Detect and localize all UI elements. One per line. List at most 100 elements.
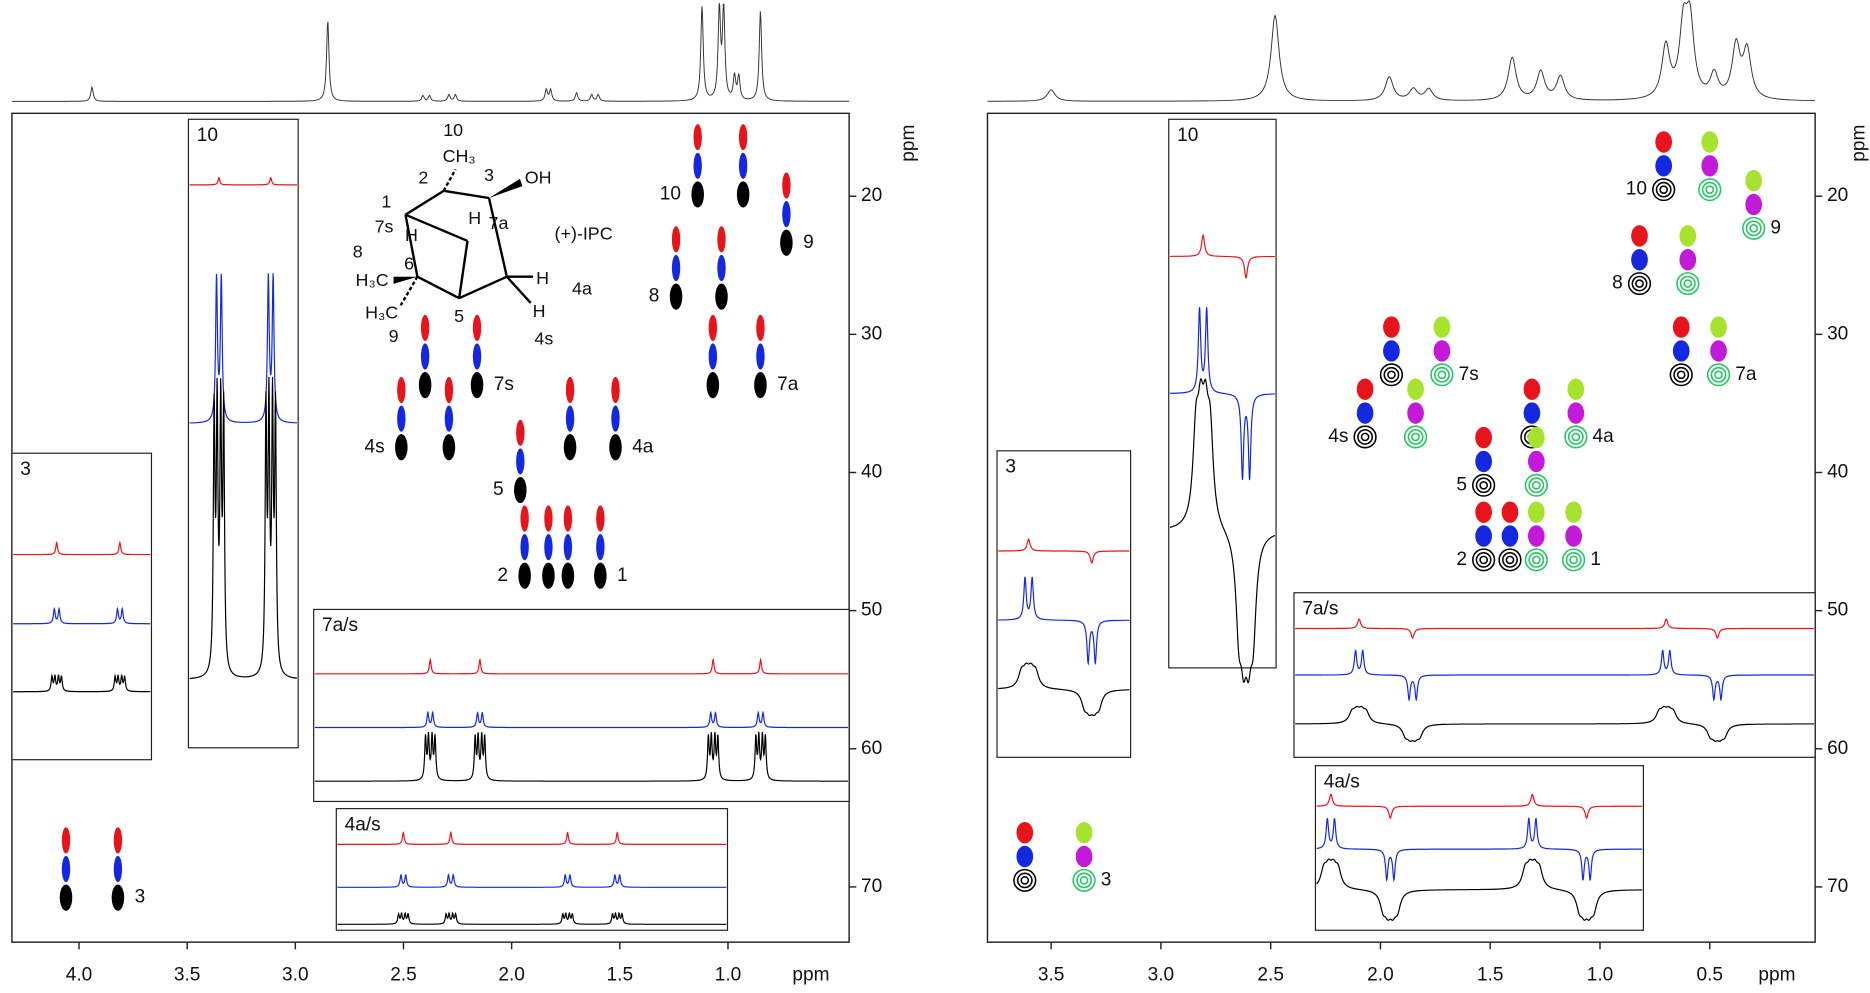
inset-trace — [1169, 234, 1275, 279]
peak-label: 3 — [135, 887, 146, 908]
bond — [442, 168, 457, 192]
atom-label: OH — [525, 168, 552, 188]
cross-peak — [756, 314, 765, 341]
cross-peak — [609, 434, 622, 461]
bond — [457, 240, 469, 299]
cross-peak — [1565, 501, 1582, 523]
bond — [404, 214, 419, 277]
cross-peak — [1475, 477, 1492, 494]
cross-peak — [472, 314, 482, 341]
cross-peak — [1079, 876, 1089, 885]
cross-peak — [1505, 555, 1515, 565]
atom-label: H — [405, 225, 418, 245]
peak-label: 7s — [494, 374, 514, 395]
atom-label: 3 — [484, 165, 494, 185]
inset-trace — [1295, 618, 1814, 639]
cross-peak — [780, 229, 793, 256]
x-axis-label: ppm — [792, 965, 829, 986]
cross-peak — [442, 434, 456, 461]
cross-peak — [418, 371, 432, 399]
cross-peak — [1016, 872, 1033, 889]
x-tick-label: 1.0 — [1587, 965, 1614, 986]
peak-label: 1 — [617, 565, 628, 586]
cross-peak — [1430, 363, 1454, 387]
atom-label: 9 — [389, 326, 399, 346]
atom-label: 7a — [489, 213, 509, 233]
cross-peak — [708, 314, 718, 341]
y-tick-label: 30 — [861, 323, 882, 344]
atom-label: H — [533, 301, 546, 321]
inset-label: 3 — [20, 459, 31, 480]
cross-peak — [1387, 370, 1396, 380]
peak-label: 5 — [493, 479, 504, 500]
atom-label: 5 — [454, 306, 464, 326]
cross-peak — [1679, 275, 1696, 292]
cross-peak — [1353, 425, 1377, 449]
cross-peak — [1403, 425, 1428, 449]
cross-peak — [596, 533, 605, 561]
cross-peak — [1652, 178, 1676, 202]
inset-trace — [189, 376, 298, 680]
cross-peak — [561, 562, 575, 589]
cross-peak — [1433, 316, 1451, 338]
cross-peak — [693, 124, 702, 151]
inset-label: 7a/s — [1302, 598, 1338, 619]
peak-label: 7s — [1459, 364, 1479, 385]
peak-label: 4a — [1593, 426, 1615, 447]
cross-peak — [1655, 131, 1673, 153]
cross-peak — [1016, 821, 1034, 844]
cross-peak — [1706, 363, 1731, 387]
atom-label: 2 — [418, 168, 428, 188]
cross-peak — [1742, 216, 1766, 240]
cross-peak — [1075, 821, 1093, 844]
y-tick-label: 40 — [1827, 462, 1848, 483]
cross-peak — [1479, 480, 1488, 490]
cross-peak — [397, 405, 406, 432]
y-tick-label: 20 — [861, 185, 882, 206]
plot-frame — [986, 112, 1816, 943]
cross-peak — [1356, 378, 1374, 400]
cross-peak — [1016, 845, 1034, 868]
cross-peak — [1745, 193, 1763, 216]
cross-peak — [738, 152, 748, 179]
cross-peak — [1527, 501, 1545, 523]
cross-peak — [1502, 552, 1518, 568]
peak-label: 9 — [803, 232, 814, 253]
inset-trace — [1316, 817, 1643, 883]
bond — [399, 276, 419, 306]
cross-peak — [706, 371, 720, 399]
x-tick-label: 2.0 — [1367, 965, 1394, 986]
cross-peak — [1701, 131, 1719, 153]
bond-wedge — [488, 178, 523, 198]
cross-peak — [1683, 279, 1693, 288]
inset-label: 10 — [197, 125, 218, 146]
peak-label: 9 — [1770, 217, 1781, 238]
y-tick-label: 50 — [861, 600, 882, 621]
x-tick-label: 2.5 — [390, 965, 417, 986]
panel: 4.0 3.5 3.0 2.5 2.0 1.5 1.0 ppm 20 30 40 50 60 70 ppm 1… — [11, 2, 919, 986]
cross-peak — [691, 181, 704, 208]
inset-trace — [1169, 377, 1276, 684]
cross-peak — [1631, 275, 1648, 292]
inset-frame — [313, 608, 850, 803]
cross-peak — [1383, 316, 1400, 338]
cross-peak — [1531, 555, 1541, 565]
cross-peak — [1501, 501, 1519, 523]
atom-label: 6 — [404, 253, 414, 273]
cross-peak — [61, 855, 71, 883]
cross-peak — [518, 562, 531, 589]
cross-peak — [59, 884, 73, 911]
y-tick-label: 40 — [861, 462, 882, 483]
cross-peak — [1475, 450, 1492, 473]
cross-peak — [1527, 450, 1545, 473]
cross-peak — [1676, 370, 1686, 380]
bond — [443, 189, 490, 200]
inset-trace — [314, 710, 848, 729]
inset-trace — [1295, 705, 1814, 742]
cross-peak — [1672, 316, 1690, 338]
cross-peak — [1714, 370, 1723, 380]
projection-spectrum — [987, 0, 1816, 102]
inset-frame — [187, 118, 299, 749]
cross-peak — [1524, 548, 1548, 572]
